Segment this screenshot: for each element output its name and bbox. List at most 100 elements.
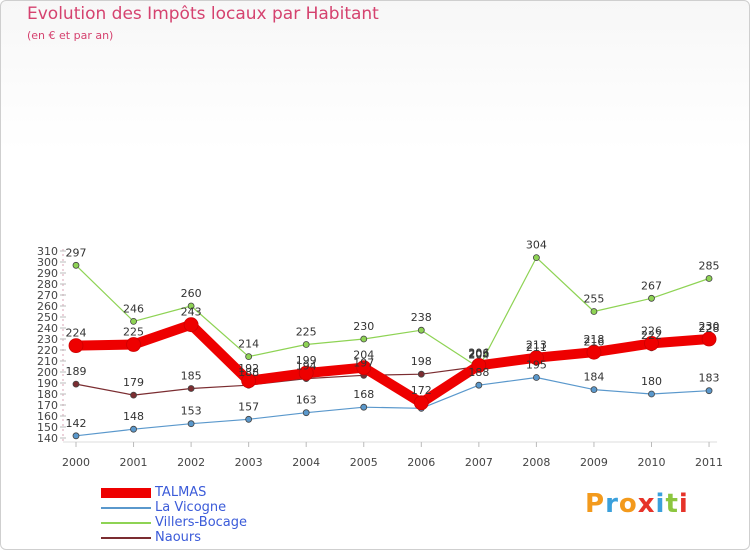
data-label: 185 — [181, 370, 202, 383]
y-tick-label: 200 — [37, 366, 58, 379]
data-label: 198 — [411, 355, 432, 368]
data-label: 192 — [238, 362, 259, 375]
x-tick-label: 2000 — [62, 456, 90, 469]
data-point — [187, 302, 195, 310]
data-point — [183, 317, 199, 333]
data-label: 304 — [526, 239, 547, 252]
data-label: 157 — [238, 400, 259, 413]
y-tick-label: 220 — [37, 344, 58, 357]
x-tick-label: 2002 — [177, 456, 205, 469]
x-tick-label: 2005 — [350, 456, 378, 469]
data-label: 195 — [526, 359, 547, 372]
data-label: 213 — [526, 339, 547, 352]
data-point — [356, 360, 372, 376]
y-tick-label: 160 — [37, 410, 58, 423]
data-label: 214 — [238, 338, 259, 351]
data-label: 179 — [123, 376, 144, 389]
y-tick-label: 250 — [37, 311, 58, 324]
data-point — [705, 387, 713, 395]
data-point — [302, 409, 310, 417]
data-point — [187, 420, 195, 428]
data-point — [68, 338, 84, 354]
y-tick-label: 310 — [37, 245, 58, 258]
y-tick-label: 230 — [37, 333, 58, 346]
data-point — [590, 308, 598, 315]
series-line — [75, 257, 710, 369]
x-tick-label: 2010 — [638, 456, 666, 469]
data-label: 267 — [641, 279, 662, 292]
x-tick-label: 2007 — [465, 456, 493, 469]
data-point — [302, 341, 310, 348]
data-label: 197 — [353, 356, 374, 369]
axes: 1401501601701801902002102202302402502602… — [37, 245, 723, 469]
series-line — [75, 376, 710, 437]
data-label: 230 — [353, 320, 374, 333]
data-label: 188 — [238, 366, 259, 379]
y-tick-label: 280 — [37, 278, 58, 291]
y-tick-label: 170 — [37, 399, 58, 412]
data-point — [241, 373, 257, 389]
data-point — [417, 326, 425, 334]
logo-letter: i — [655, 489, 666, 519]
data-point — [648, 390, 655, 398]
data-label: 153 — [181, 405, 202, 418]
y-tick-label: 180 — [37, 388, 58, 401]
data-label: 222 — [641, 329, 662, 342]
x-tick-label: 2008 — [522, 456, 550, 469]
data-point — [701, 331, 717, 347]
data-label: 194 — [296, 360, 317, 373]
legend-label: La Vicogne — [155, 500, 227, 515]
data-point — [644, 335, 659, 351]
data-point — [417, 370, 425, 378]
x-tick-label: 2011 — [695, 456, 723, 469]
x-tick-label: 2009 — [580, 456, 608, 469]
y-tick-label: 150 — [37, 421, 58, 434]
logo-letter: P — [585, 489, 606, 519]
legend-label: Villers-Bocage — [155, 515, 248, 530]
data-point — [475, 381, 483, 389]
y-tick-label: 210 — [37, 355, 58, 368]
legend-label: Naours — [155, 530, 202, 545]
logo-letter: o — [618, 489, 638, 519]
y-tick-label: 290 — [37, 267, 58, 280]
y-tick-label: 240 — [37, 322, 58, 335]
legend-label: TALMAS — [155, 485, 207, 500]
series-layer — [68, 254, 717, 440]
data-label: 199 — [296, 354, 317, 367]
data-label: 168 — [353, 388, 374, 401]
data-label: 246 — [123, 302, 144, 315]
x-tick-label: 2004 — [292, 456, 320, 469]
data-point — [529, 350, 544, 366]
data-label: 188 — [468, 366, 489, 379]
data-label: 225 — [123, 326, 144, 339]
data-point — [590, 386, 598, 394]
data-labels-layer: 142 148 153 157 163 168 188 195 184 180 183 297 246 2… — [66, 239, 720, 430]
data-point — [360, 335, 368, 343]
data-label: 206 — [468, 346, 489, 359]
data-point — [130, 391, 137, 399]
data-point — [130, 317, 137, 325]
legend-swatch — [101, 522, 151, 524]
logo-letter: i — [678, 489, 689, 519]
data-point — [413, 395, 429, 411]
data-point — [245, 353, 253, 361]
data-label: 204 — [468, 349, 489, 362]
y-tick-label: 270 — [37, 289, 58, 302]
series-line — [71, 319, 714, 408]
data-label: 148 — [123, 410, 144, 423]
data-point — [471, 357, 487, 373]
data-label: 238 — [411, 311, 432, 324]
logo-letter: x — [637, 489, 656, 519]
y-tick-label: 300 — [37, 256, 58, 269]
data-label: 180 — [641, 375, 662, 388]
data-point — [126, 337, 141, 352]
y-tick-label: 260 — [37, 300, 58, 313]
data-label: 285 — [699, 260, 720, 273]
data-label: 297 — [66, 246, 87, 259]
x-tick-label: 2006 — [407, 456, 435, 469]
x-tick-label: 2003 — [235, 456, 263, 469]
data-point — [533, 374, 540, 381]
y-tick-label: 140 — [37, 432, 58, 445]
